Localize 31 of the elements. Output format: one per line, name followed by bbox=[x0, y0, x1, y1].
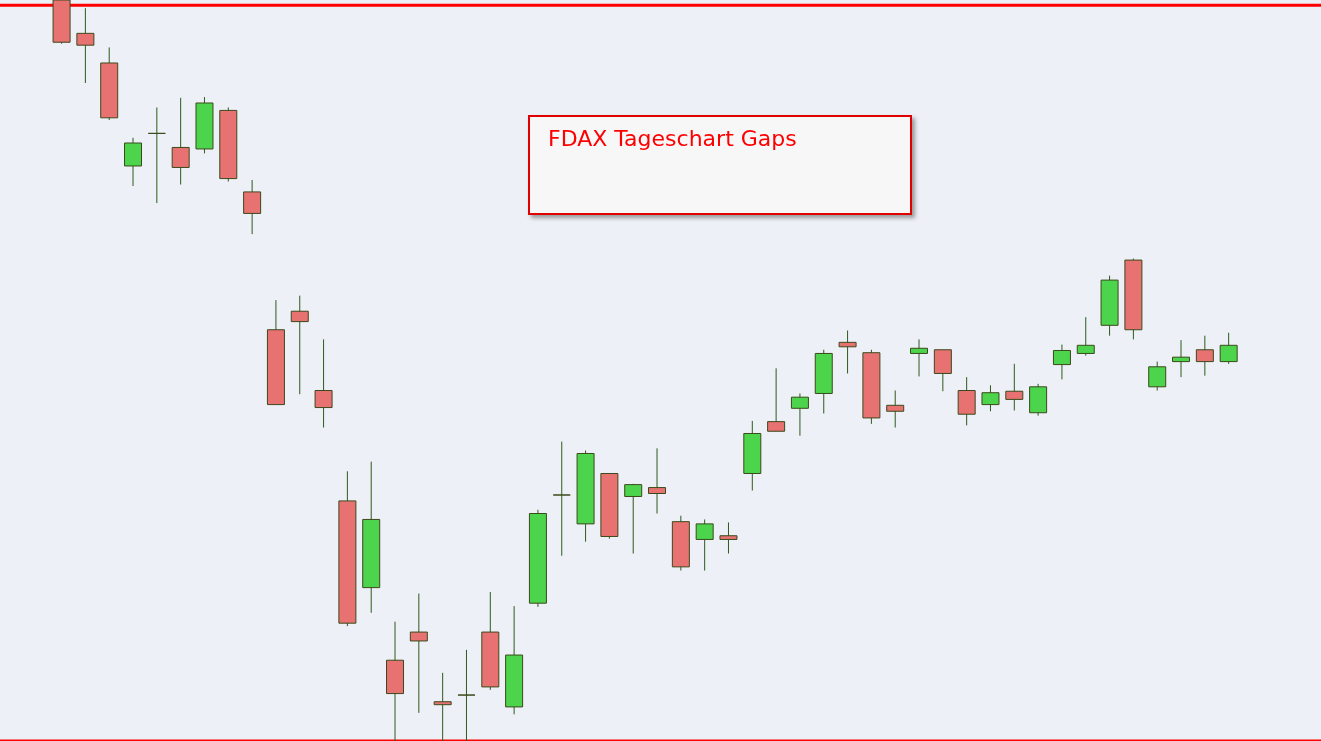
candlestick bbox=[147, 106, 166, 204]
candlestick bbox=[76, 7, 95, 84]
candlestick bbox=[981, 384, 1000, 412]
candlestick bbox=[838, 329, 857, 374]
candlestick bbox=[886, 390, 905, 429]
candlestick bbox=[1076, 316, 1095, 357]
candlestick bbox=[933, 349, 952, 392]
candlestick bbox=[1005, 363, 1024, 412]
candlestick bbox=[124, 137, 143, 187]
candlestick bbox=[552, 441, 571, 557]
candlestick bbox=[171, 97, 190, 186]
candlestick bbox=[1148, 361, 1167, 392]
candlestick bbox=[1195, 335, 1214, 377]
candlestick bbox=[290, 295, 309, 395]
candlestick bbox=[790, 392, 809, 437]
candlestick bbox=[957, 376, 976, 426]
candlestick bbox=[1172, 339, 1191, 378]
candlestick bbox=[457, 649, 476, 741]
candlestick bbox=[624, 483, 643, 555]
candlestick bbox=[409, 593, 428, 714]
candlestick bbox=[910, 338, 929, 377]
candlestick bbox=[767, 367, 786, 432]
candlestick bbox=[719, 521, 738, 555]
candlestick bbox=[695, 518, 714, 572]
candlestick bbox=[1052, 344, 1071, 380]
candlestick bbox=[433, 672, 452, 741]
candlestick bbox=[1219, 332, 1238, 365]
candlestick bbox=[314, 338, 333, 429]
candlestick bbox=[648, 447, 667, 515]
text-box: FDAX Tageschart Gaps bbox=[528, 115, 912, 215]
candlestick bbox=[243, 179, 262, 235]
